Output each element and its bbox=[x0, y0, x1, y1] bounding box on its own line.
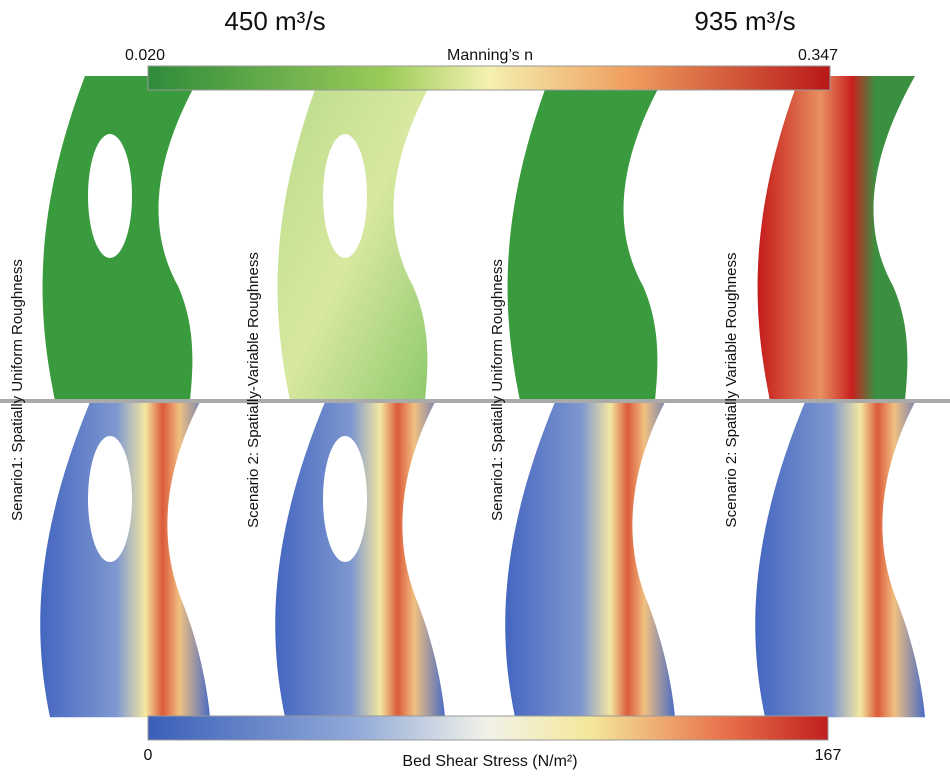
manning-min: 0.020 bbox=[125, 47, 165, 64]
island bbox=[88, 134, 132, 258]
figure: 450 m³/s 935 m³/s 0.020 Manning’s n 0.34… bbox=[0, 0, 950, 774]
island bbox=[88, 436, 132, 562]
island bbox=[323, 134, 367, 258]
river bbox=[755, 402, 925, 717]
shear-map bbox=[275, 402, 445, 717]
panel-label: Scenario 2: Spatially-Variable Roughness bbox=[245, 252, 262, 528]
shear-title: Bed Shear Stress (N/m²) bbox=[402, 753, 577, 770]
right-title: 935 m³/s bbox=[694, 6, 795, 36]
manning-map bbox=[278, 76, 435, 401]
shear-min: 0 bbox=[144, 747, 153, 764]
manning-map bbox=[758, 76, 915, 401]
river bbox=[758, 76, 915, 401]
shear-map bbox=[505, 402, 675, 717]
panel-label: Senario1: Spatially Uniform Roughness bbox=[9, 259, 26, 521]
manning-title: Manning’s n bbox=[447, 47, 533, 64]
shear-map bbox=[40, 402, 210, 717]
maps bbox=[40, 76, 925, 717]
river bbox=[508, 76, 665, 401]
manning-map bbox=[508, 76, 665, 401]
manning-max: 0.347 bbox=[798, 47, 838, 64]
shear-map bbox=[755, 402, 925, 717]
manning-colorbar bbox=[148, 66, 830, 90]
river bbox=[40, 402, 210, 717]
river bbox=[505, 402, 675, 717]
shear-max: 167 bbox=[815, 747, 842, 764]
left-title: 450 m³/s bbox=[224, 6, 325, 36]
shear-colorbar bbox=[148, 716, 828, 740]
manning-map bbox=[43, 76, 200, 401]
river bbox=[275, 402, 445, 717]
island bbox=[323, 436, 367, 562]
panel-label: Scenario 2: Spatially Variable Roughness bbox=[723, 253, 740, 528]
panel-label: Senario1: Spatially Uniform Roughness bbox=[489, 259, 506, 521]
